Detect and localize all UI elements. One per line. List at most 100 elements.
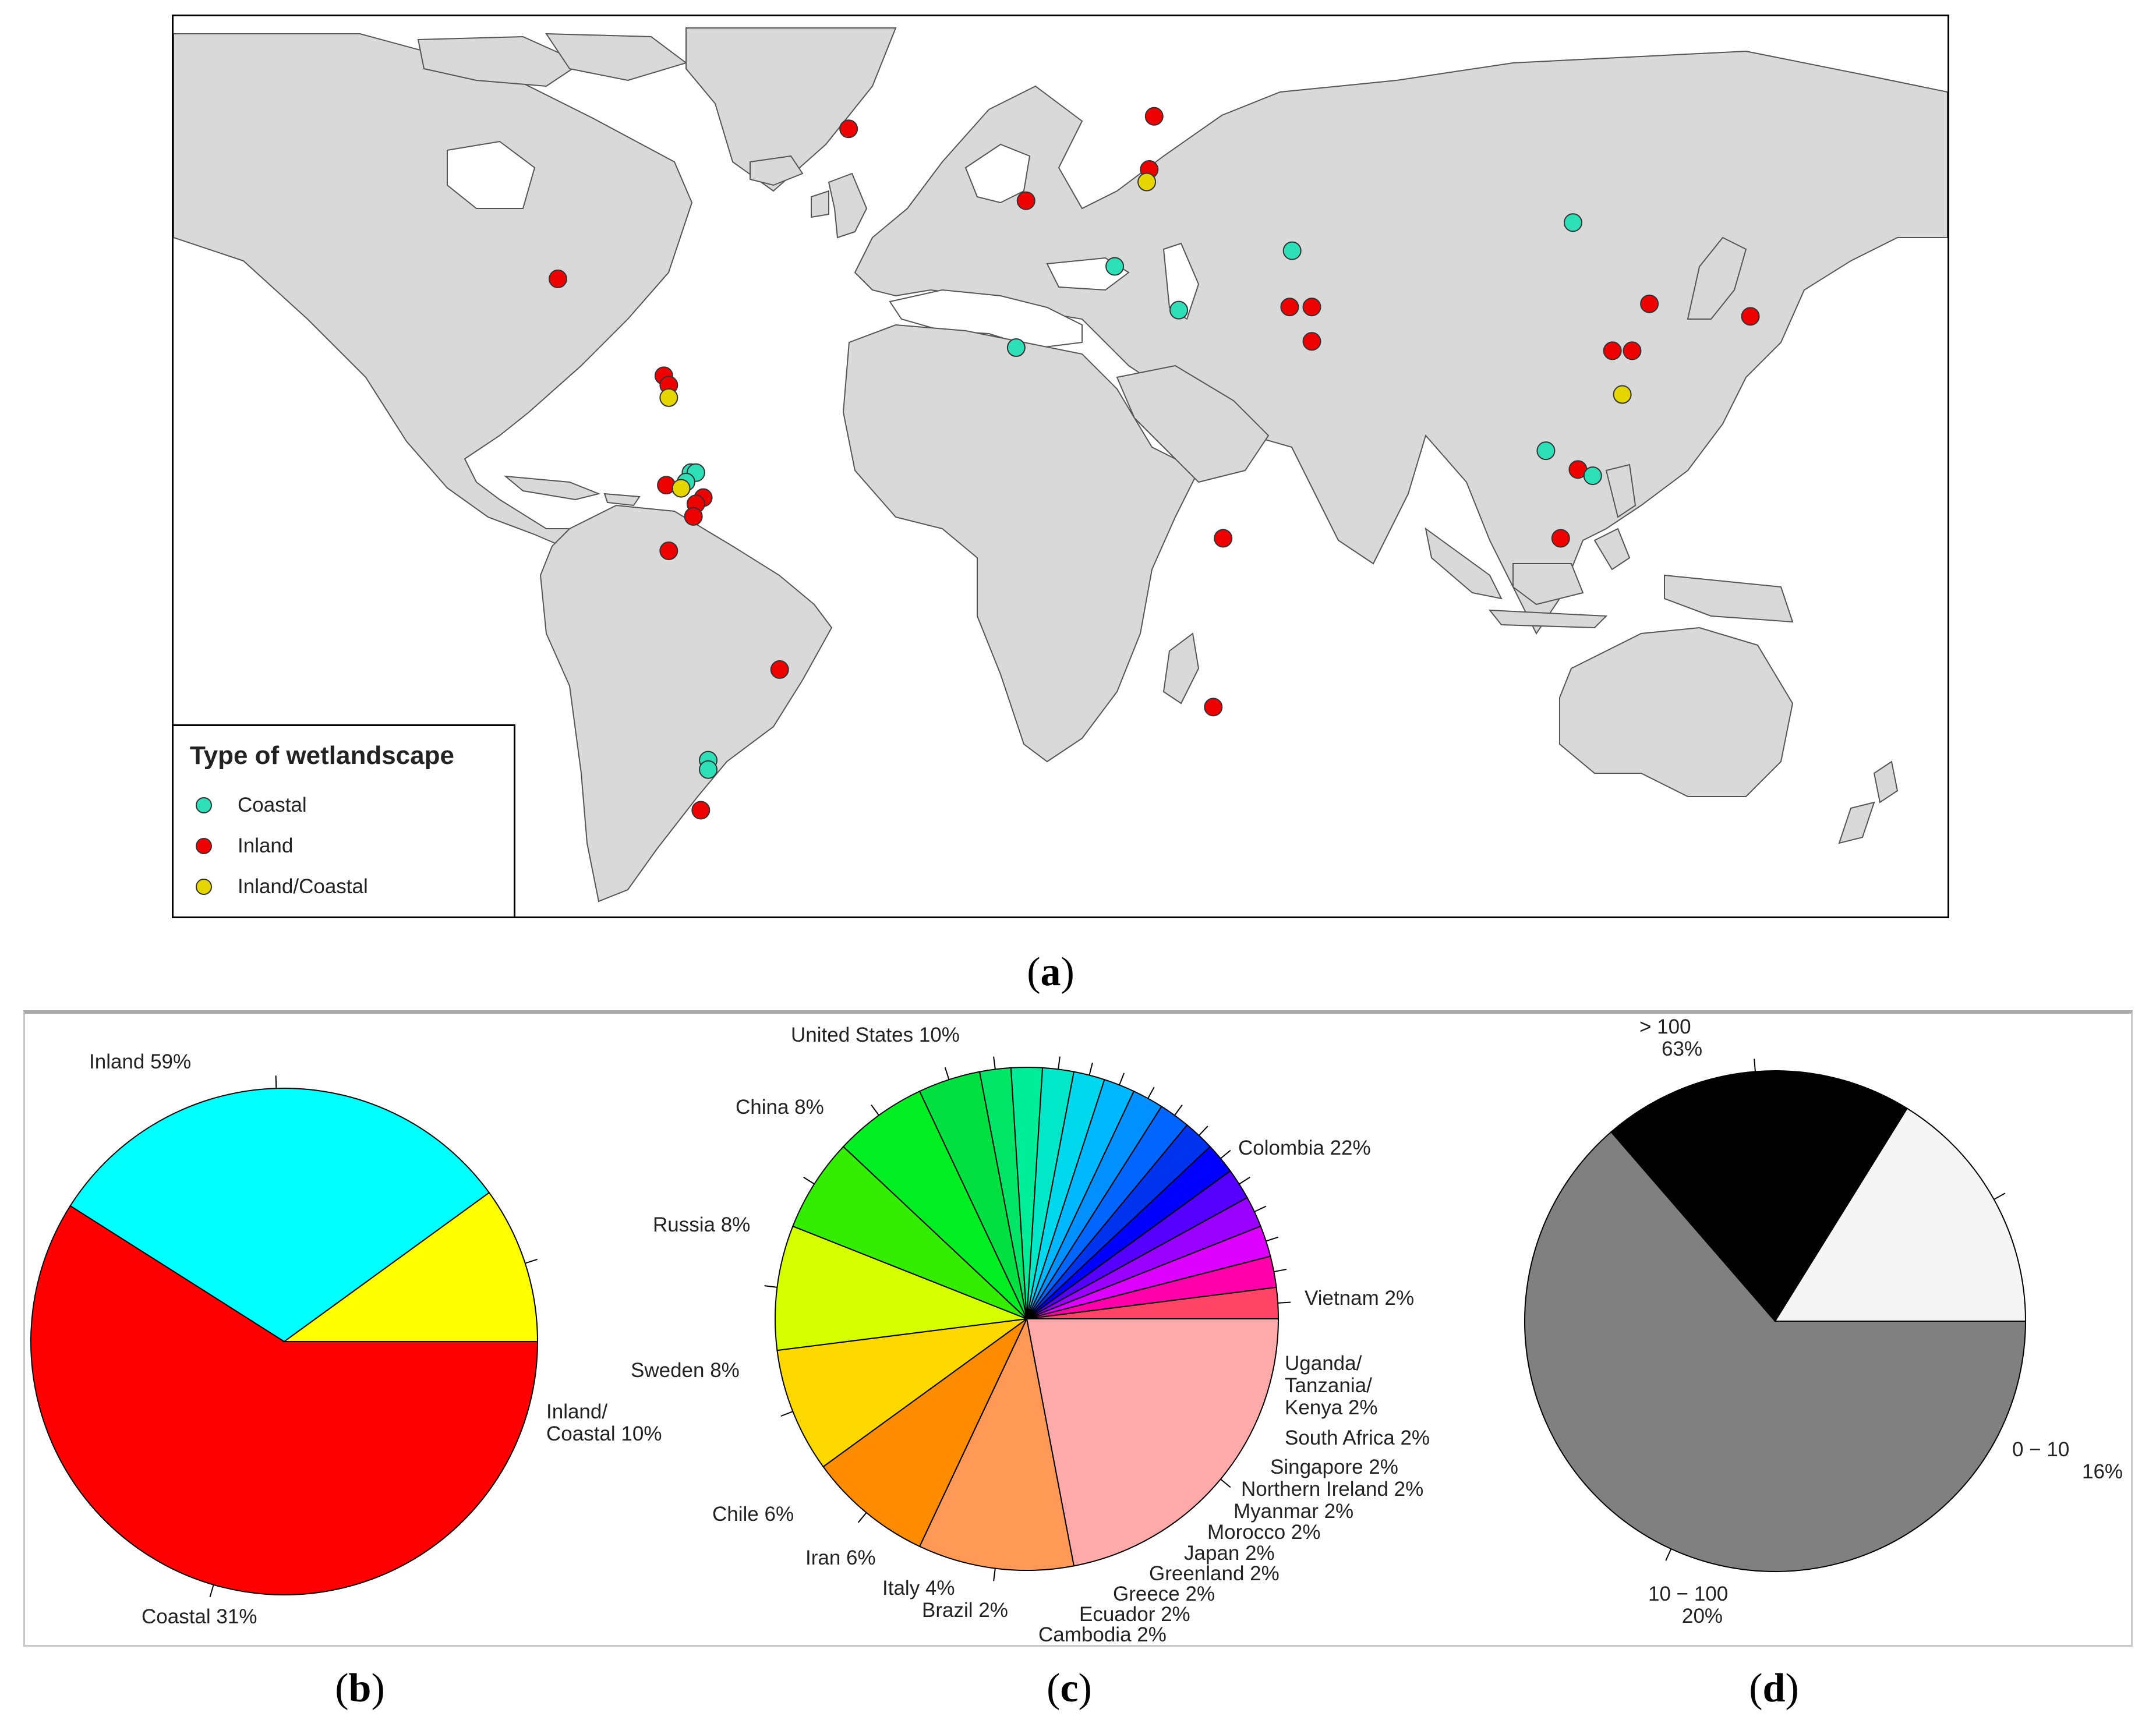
pie-b-slice bbox=[30, 1205, 539, 1595]
pie-b-label-leader bbox=[209, 1584, 214, 1598]
caption-b-letter: b bbox=[348, 1666, 372, 1711]
pie-d-label: > 100 bbox=[1639, 1015, 1691, 1038]
map-point-inland bbox=[684, 507, 703, 526]
map-point-inland bbox=[1302, 298, 1321, 317]
pie-c-slice bbox=[1026, 1286, 1280, 1319]
caption-d-close: ) bbox=[1785, 1666, 1799, 1711]
pie-c-label-leader bbox=[780, 1411, 793, 1417]
map-point-coastal bbox=[699, 760, 718, 779]
legend-label-inland-coastal: Inland/Coastal bbox=[238, 875, 368, 898]
pie-c-label-leader bbox=[993, 1056, 996, 1070]
caption-b-close: ) bbox=[371, 1666, 385, 1711]
pie-c-label-leader bbox=[857, 1512, 867, 1523]
pie-c-label-leader bbox=[1058, 1056, 1061, 1070]
caption-d-open: ( bbox=[1749, 1666, 1763, 1711]
pie-c-label: Japan 2% bbox=[1184, 1542, 1275, 1565]
pie-c-label-leader bbox=[1220, 1149, 1231, 1159]
pie-c-label: Chile 6% bbox=[712, 1503, 794, 1526]
map-point-inland-coastal bbox=[1613, 385, 1632, 404]
pie-c-label-leader bbox=[1198, 1126, 1208, 1136]
legend-item-coastal: Coastal bbox=[196, 794, 307, 817]
pie-wetlandscape-type: Inland 59% Coastal 31% Inland/Coastal 10% bbox=[30, 1050, 662, 1628]
world-map-panel: Type of wetlandscape Coastal Inland Inla… bbox=[172, 15, 1949, 918]
pie-b-slice bbox=[69, 1088, 490, 1343]
pie-c-label: United States 10% bbox=[791, 1024, 960, 1046]
pie-d-label-leader bbox=[1665, 1548, 1672, 1561]
pie-c-label-leader bbox=[944, 1067, 950, 1080]
map-point-inland bbox=[1016, 191, 1035, 210]
pie-c-label: Myanmar 2% bbox=[1233, 1500, 1353, 1523]
pie-d-label: 10 − 100 bbox=[1648, 1583, 1728, 1605]
pie-c-label: Sweden 8% bbox=[631, 1359, 740, 1382]
map-point-coastal bbox=[1169, 300, 1189, 320]
pie-c-label-leader bbox=[803, 1176, 815, 1185]
map-point-inland bbox=[1640, 294, 1659, 313]
caption-c-close: ) bbox=[1078, 1666, 1092, 1711]
pie-c-label-leader bbox=[1274, 1268, 1287, 1273]
pie-c-label-leader bbox=[1119, 1073, 1125, 1085]
pie-c-label: Morocco 2% bbox=[1207, 1521, 1321, 1544]
map-point-coastal bbox=[1536, 441, 1556, 461]
pie-c-slice bbox=[775, 1225, 1027, 1351]
caption-a: (a) bbox=[1027, 949, 1075, 996]
pie-b-label: Inland/ bbox=[546, 1400, 607, 1423]
pie-c-slice bbox=[776, 1318, 1027, 1468]
map-point-coastal bbox=[1006, 338, 1026, 358]
map-point-inland-coastal bbox=[659, 388, 678, 407]
caption-c: (c) bbox=[1047, 1665, 1092, 1712]
map-point-inland bbox=[1623, 341, 1642, 360]
pie-charts-panel: Inland 59% Coastal 31% Inland/Coastal 10% … bbox=[23, 1010, 2133, 1647]
map-point-inland bbox=[1214, 529, 1233, 548]
pie-b-label-leader bbox=[275, 1075, 277, 1089]
pie-b-label-leader bbox=[525, 1258, 538, 1264]
pie-c-slice bbox=[822, 1318, 1027, 1548]
pie-b-label: Coastal 31% bbox=[142, 1605, 257, 1628]
pie-c-label: Vietnam 2% bbox=[1305, 1287, 1414, 1310]
legend-item-inland: Inland bbox=[196, 834, 293, 858]
caption-c-open: ( bbox=[1047, 1666, 1061, 1711]
pie-c-slice bbox=[842, 1090, 1027, 1319]
pie-c-slice bbox=[792, 1145, 1027, 1319]
map-point-inland bbox=[659, 541, 678, 560]
legend-label-coastal: Coastal bbox=[238, 794, 307, 816]
map-point-inland bbox=[691, 801, 711, 820]
map-point-inland-coastal bbox=[1137, 172, 1157, 192]
map-point-inland bbox=[1741, 307, 1760, 326]
pie-c-label-leader bbox=[993, 1568, 996, 1581]
caption-a-close: ) bbox=[1061, 950, 1075, 995]
legend-swatch-inland-coastal bbox=[196, 879, 212, 895]
pie-c-label-leader bbox=[1254, 1205, 1267, 1212]
pie-c-label: Colombia 22% bbox=[1238, 1137, 1371, 1159]
pie-c-label-leader bbox=[871, 1105, 879, 1116]
pie-c-label: South Africa 2% bbox=[1285, 1427, 1430, 1449]
world-map bbox=[174, 27, 1948, 903]
map-point-inland bbox=[1551, 529, 1570, 548]
map-point-inland-coastal bbox=[671, 479, 691, 498]
pie-charts: Inland 59%Coastal 31%Inland/Coastal 10% … bbox=[30, 1015, 2123, 1646]
pie-c-label-leader bbox=[1147, 1087, 1155, 1099]
pie-d-label: 16% bbox=[2082, 1460, 2123, 1483]
pie-c-label: Singapore 2% bbox=[1270, 1456, 1398, 1478]
pie-c-label: Russia 8% bbox=[653, 1213, 750, 1236]
pie-c-label-leader bbox=[1174, 1105, 1183, 1116]
caption-d-letter: d bbox=[1762, 1666, 1786, 1711]
pie-c-label: Ecuador 2% bbox=[1079, 1603, 1190, 1626]
map-point-inland bbox=[548, 269, 567, 288]
pie-c-label: Iran 6% bbox=[805, 1546, 876, 1569]
map-points bbox=[548, 107, 1760, 820]
pie-b-label: Inland 59% bbox=[89, 1050, 191, 1073]
pie-c-label: Brazil 2% bbox=[922, 1599, 1008, 1622]
pie-c-label: Greece 2% bbox=[1113, 1583, 1215, 1605]
pie-c-label: Northern Ireland 2% bbox=[1241, 1478, 1423, 1500]
caption-b: (b) bbox=[335, 1665, 385, 1712]
pie-d-label-leader bbox=[1754, 1059, 1756, 1072]
pie-c-label-leader bbox=[1088, 1063, 1093, 1075]
map-point-inland bbox=[839, 119, 858, 139]
map-point-coastal bbox=[1282, 241, 1302, 260]
pie-c-label-leader bbox=[1266, 1236, 1279, 1242]
legend-title: Type of wetlandscape bbox=[190, 741, 454, 770]
map-legend: Type of wetlandscape Coastal Inland Inla… bbox=[174, 724, 515, 916]
pie-c-label: Italy 4% bbox=[882, 1577, 955, 1599]
map-point-inland bbox=[1280, 298, 1299, 317]
